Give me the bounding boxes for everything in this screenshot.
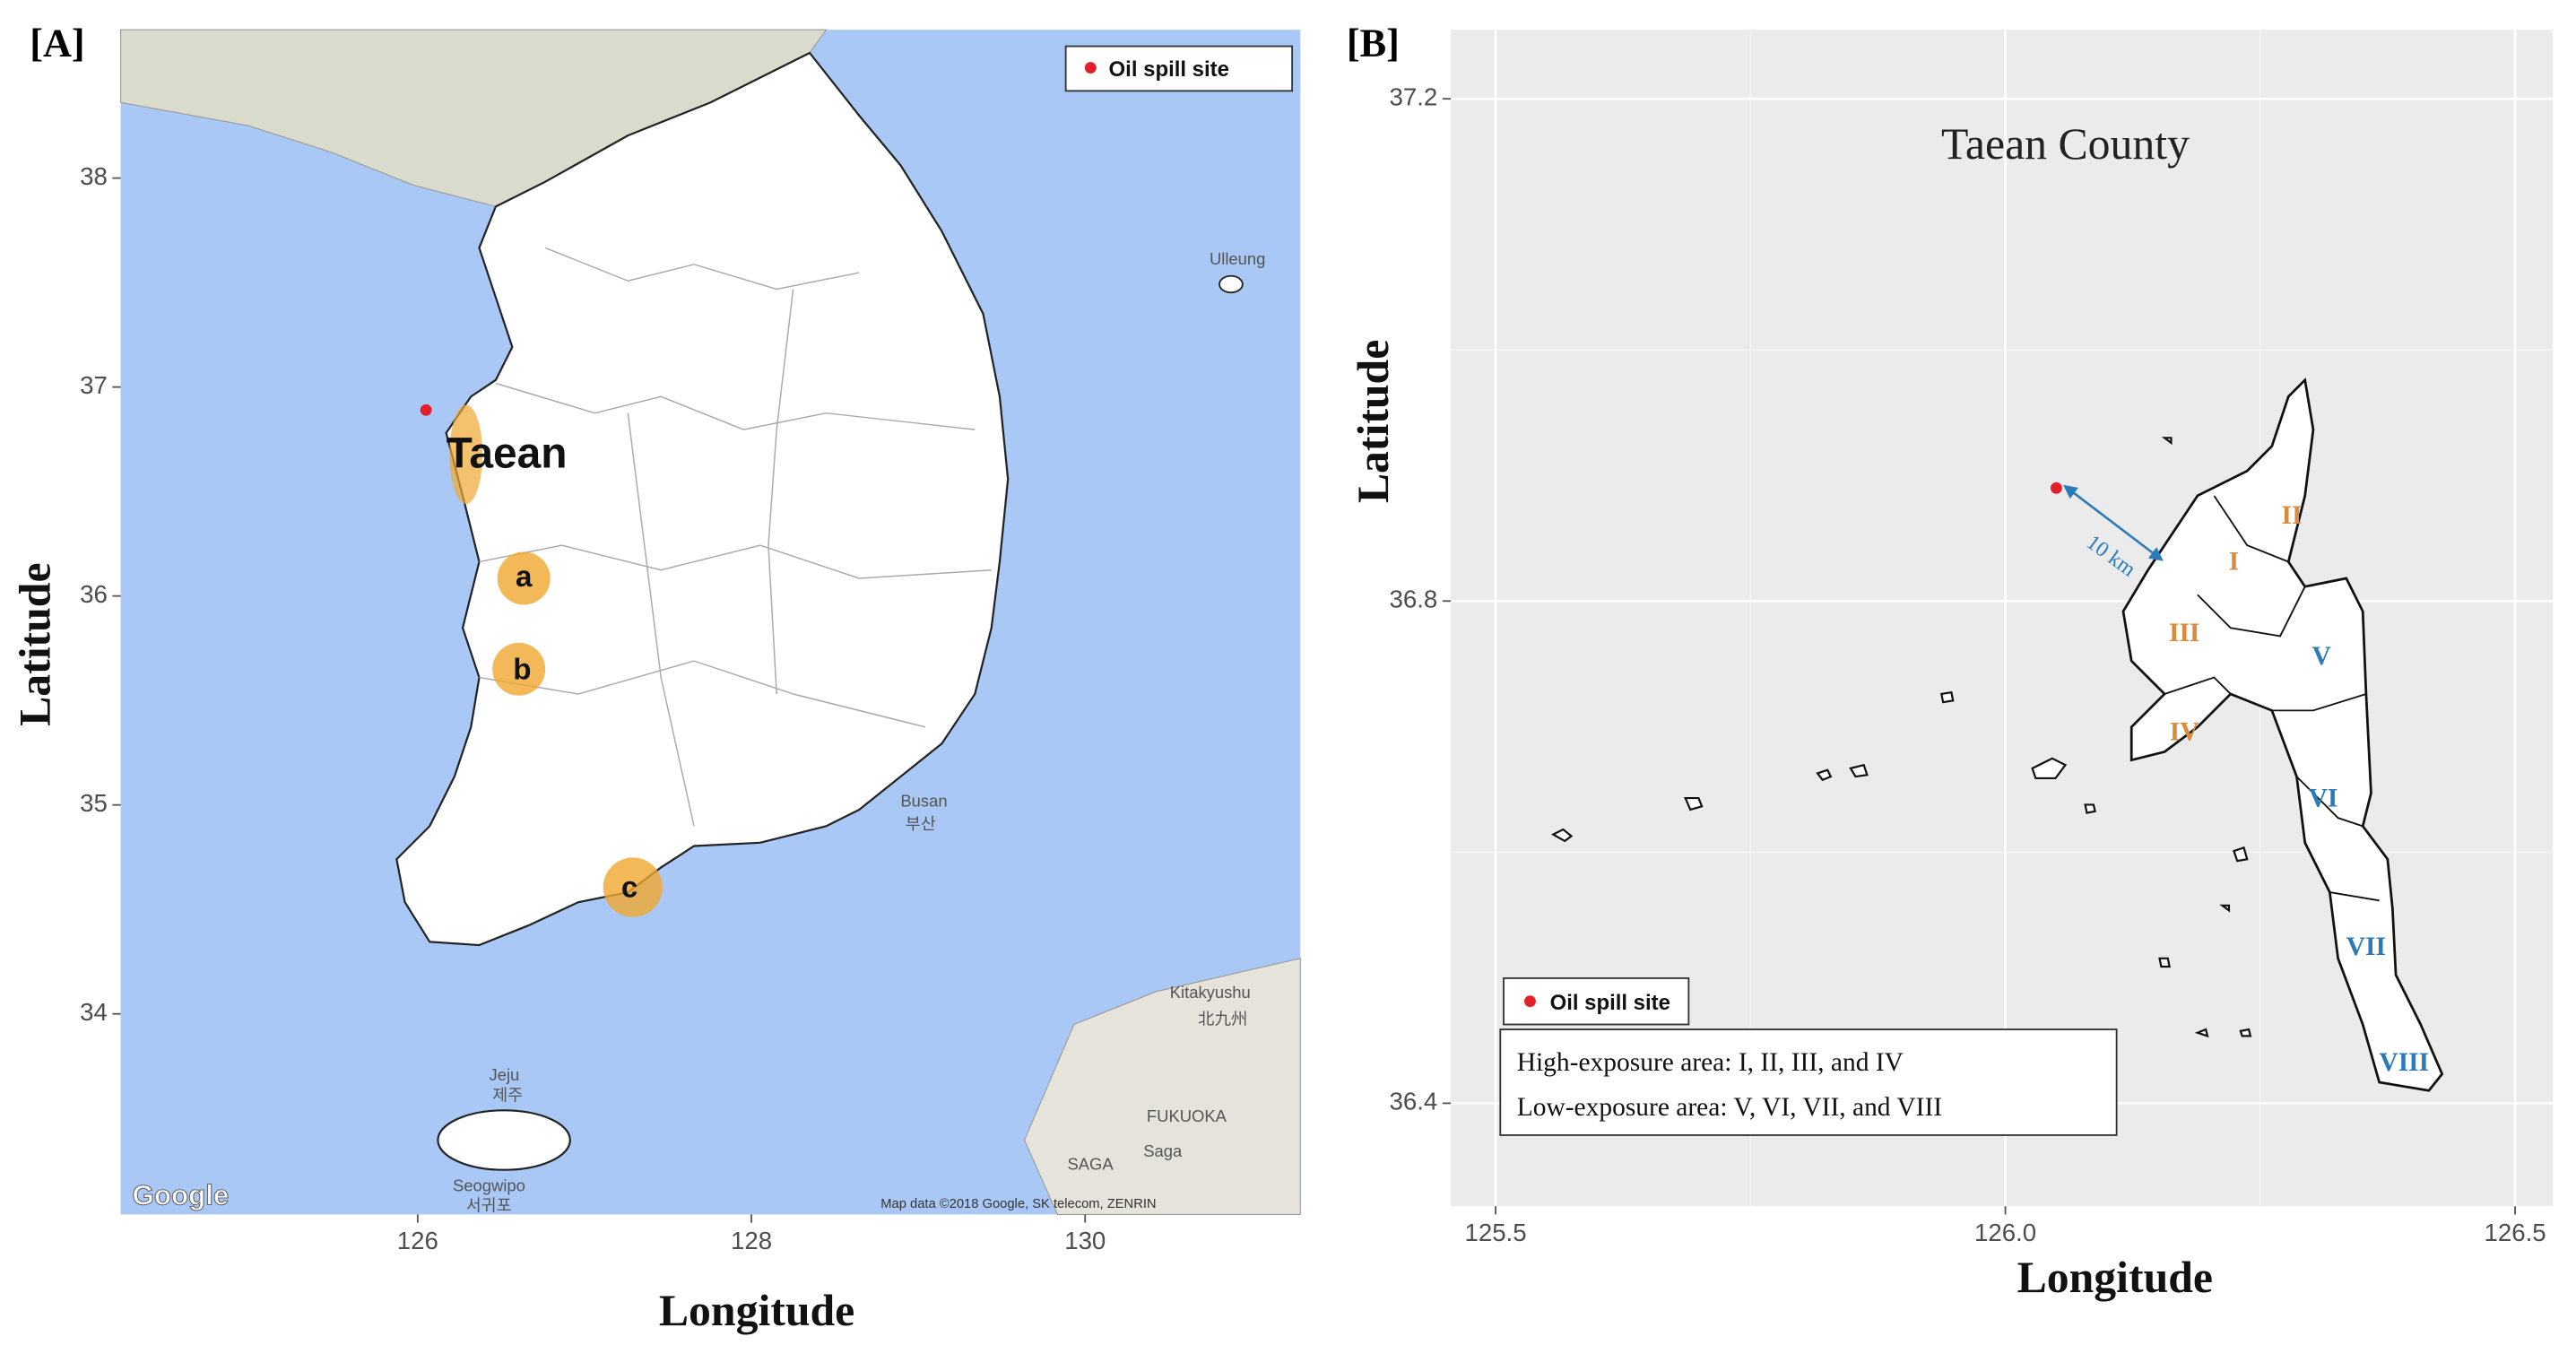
map-label: 부산 bbox=[906, 814, 936, 833]
note: Low-exposure area: V, VI, VII, and VIII bbox=[1517, 1093, 1942, 1122]
oil-spill-site bbox=[2050, 482, 2062, 494]
x-axis-label: Longitude bbox=[2017, 1253, 2213, 1302]
province-borders bbox=[479, 247, 992, 827]
jeju-island bbox=[437, 1109, 571, 1171]
panel-a-map: Taean a b c Ulleung Busan 부산 Kitakyushu … bbox=[120, 29, 1301, 1215]
x-tick-label: 126.5 bbox=[2484, 1219, 2546, 1246]
map-label: b bbox=[513, 653, 531, 686]
map-label: Ulleung bbox=[1210, 249, 1265, 268]
legend-marker bbox=[1084, 62, 1097, 74]
taean-highlight bbox=[449, 404, 483, 505]
legend-label: Oil spill site bbox=[1550, 991, 1670, 1015]
y-axis-label: Latitude bbox=[10, 562, 59, 725]
region-borders bbox=[2164, 495, 2380, 902]
map-label: c bbox=[621, 872, 637, 905]
map-label: 제주 bbox=[492, 1085, 523, 1104]
legend-label: Oil spill site bbox=[1109, 57, 1229, 82]
map-label: Seogwipo bbox=[453, 1176, 525, 1195]
site-c bbox=[603, 857, 664, 917]
legend-box bbox=[1064, 45, 1294, 92]
map-label: SAGA bbox=[1067, 1155, 1114, 1174]
y-tick-label: 38 bbox=[80, 162, 108, 190]
map-label: Taean bbox=[447, 430, 568, 477]
y-tick-label: 36 bbox=[80, 580, 108, 608]
y-tick-label: 36.4 bbox=[1389, 1088, 1437, 1115]
distance-arrow bbox=[2063, 484, 2164, 561]
region-label: V bbox=[2311, 642, 2330, 671]
note-box bbox=[1499, 1028, 2118, 1136]
taean-outline bbox=[2121, 377, 2444, 1092]
note: High-exposure area: I, II, III, and IV bbox=[1517, 1048, 1904, 1077]
legend-marker bbox=[1524, 995, 1536, 1008]
islands bbox=[1550, 437, 2252, 1038]
map-label: Jeju bbox=[490, 1065, 520, 1084]
panel-label: [B] bbox=[1347, 22, 1400, 65]
map-label: a bbox=[516, 560, 533, 594]
panel-title: Taean County bbox=[1941, 119, 2190, 169]
region-label: VIII bbox=[2379, 1048, 2429, 1077]
x-tick-label: 130 bbox=[1064, 1227, 1106, 1254]
x-tick-label: 126.0 bbox=[1974, 1219, 2036, 1246]
region-label: I bbox=[2229, 548, 2239, 577]
ulleung-island bbox=[1219, 274, 1244, 294]
y-axis-label: Latitude bbox=[1349, 340, 1398, 503]
region-label: IV bbox=[2170, 718, 2199, 747]
region-label: III bbox=[2169, 619, 2199, 647]
region-label: II bbox=[2282, 501, 2303, 530]
y-tick-label: 34 bbox=[80, 998, 108, 1026]
google-logo: Google bbox=[132, 1179, 229, 1210]
region-label: VII bbox=[2346, 933, 2386, 961]
y-tick-label: 37 bbox=[80, 371, 108, 399]
x-tick-label: 128 bbox=[731, 1227, 772, 1254]
map-label: Kitakyushu bbox=[1170, 983, 1251, 1002]
y-tick-label: 36.8 bbox=[1389, 586, 1437, 613]
map-label: Busan bbox=[900, 791, 947, 810]
region-label: VI bbox=[2309, 784, 2338, 812]
y-tick-label: 35 bbox=[80, 789, 108, 817]
attribution: Map data ©2018 Google, SK telecom, ZENRI… bbox=[880, 1197, 1156, 1211]
x-axis-label: Longitude bbox=[659, 1286, 854, 1335]
x-tick-label: 125.5 bbox=[1464, 1219, 1526, 1246]
y-tick-label: 37.2 bbox=[1389, 82, 1437, 110]
map-label: 서귀포 bbox=[466, 1196, 512, 1215]
map-label: FUKUOKA bbox=[1147, 1106, 1227, 1125]
x-tick-label: 126 bbox=[397, 1227, 438, 1254]
map-label: Saga bbox=[1143, 1141, 1183, 1160]
japan bbox=[1023, 958, 1301, 1215]
oil-spill-site bbox=[420, 404, 432, 416]
map-label: 北九州 bbox=[1198, 1010, 1247, 1028]
site-b bbox=[492, 642, 546, 696]
panel-label: [A] bbox=[30, 22, 84, 65]
site-a bbox=[497, 551, 551, 605]
panel-b-map: 10 km Taean County I II III IV V VI VII … bbox=[1499, 119, 2444, 1136]
